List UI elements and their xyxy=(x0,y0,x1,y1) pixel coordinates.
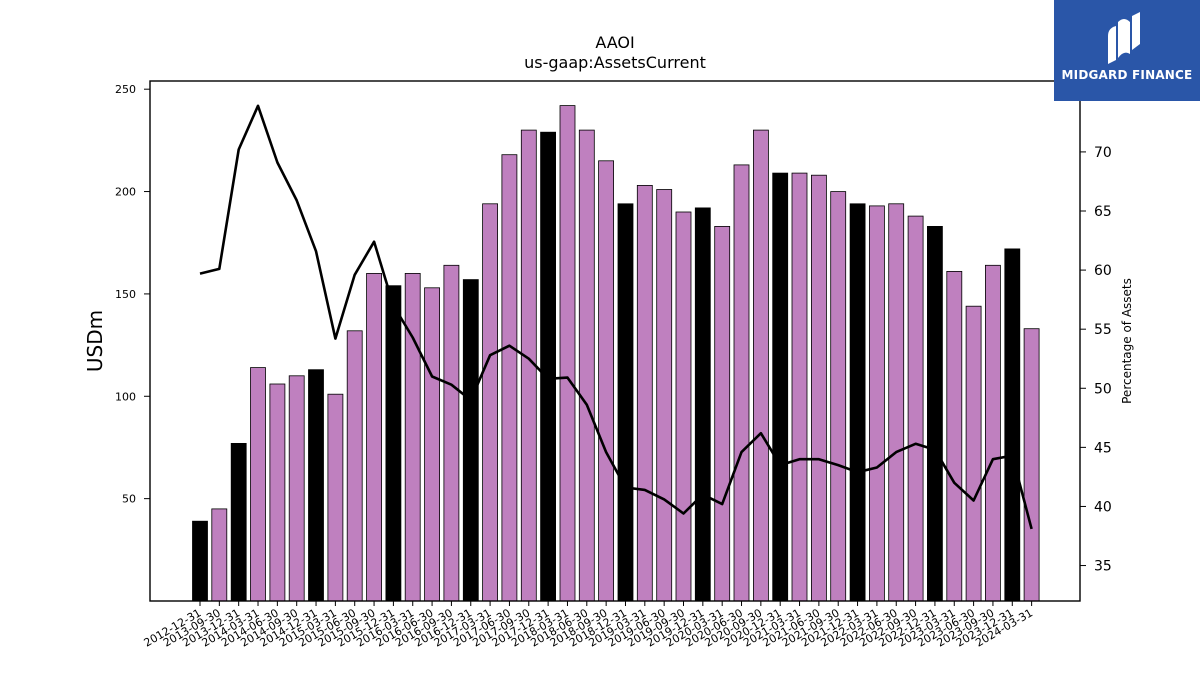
bar xyxy=(772,172,789,602)
brand-logo: MIDGARD FINANCE xyxy=(1054,0,1200,101)
bar xyxy=(849,203,866,602)
bar xyxy=(482,203,499,602)
bar xyxy=(327,393,344,602)
bar xyxy=(288,375,305,602)
x-axis: 2012-12-312013-09-302013-12-312014-03-31… xyxy=(142,601,1035,650)
bar xyxy=(791,172,808,602)
y2-tick-label: 55 xyxy=(1094,322,1112,338)
bar xyxy=(598,160,614,602)
percentage-line xyxy=(199,104,1033,530)
left-axis: 50 100 150 200 250 xyxy=(115,83,150,506)
bar xyxy=(694,207,711,602)
chart-title: AAOI xyxy=(595,33,634,52)
bar xyxy=(753,129,769,602)
bar-layer xyxy=(192,105,1040,602)
y2-tick-label: 40 xyxy=(1094,499,1112,515)
bar xyxy=(578,129,595,602)
bar xyxy=(636,184,653,602)
bar xyxy=(559,105,576,602)
chart-subtitle: us-gaap:AssetsCurrent xyxy=(524,53,706,72)
y-axis-label: USDm xyxy=(83,310,107,372)
midgard-logo-icon xyxy=(1108,12,1140,64)
y2-tick-label: 70 xyxy=(1094,145,1112,161)
bar xyxy=(1023,328,1040,602)
plot-frame xyxy=(149,80,1081,602)
bar xyxy=(733,164,750,602)
bar xyxy=(714,225,731,602)
bar xyxy=(385,285,402,602)
y2-tick-label: 35 xyxy=(1094,559,1112,575)
y-tick-label: 200 xyxy=(115,186,136,199)
bar xyxy=(366,272,383,602)
bar xyxy=(907,215,924,602)
y2-tick-label: 45 xyxy=(1094,440,1112,456)
y-tick-label: 50 xyxy=(122,493,136,506)
bar xyxy=(985,264,1001,602)
bar xyxy=(540,131,556,602)
bar xyxy=(869,205,885,602)
y2-tick-label: 60 xyxy=(1094,263,1112,279)
bar xyxy=(811,174,827,602)
bar xyxy=(675,211,692,602)
y2-axis-label: Percentage of Assets xyxy=(1120,278,1134,404)
brand-name: MIDGARD FINANCE xyxy=(1061,68,1193,82)
bar xyxy=(888,203,905,602)
y-tick-label: 100 xyxy=(115,390,136,403)
bar xyxy=(946,270,963,602)
y-tick-label: 250 xyxy=(115,83,136,96)
bar xyxy=(250,367,266,602)
bar xyxy=(617,203,634,602)
y-tick-label: 150 xyxy=(115,288,136,301)
bar xyxy=(211,508,228,602)
bar xyxy=(404,272,421,602)
bar xyxy=(1004,248,1021,602)
right-axis: 35 40 45 50 55 60 65 70 xyxy=(1080,145,1112,575)
bar xyxy=(443,264,460,602)
bar xyxy=(656,189,673,602)
bar xyxy=(346,330,363,602)
bar xyxy=(830,191,847,602)
bar xyxy=(462,279,479,602)
bar xyxy=(230,442,247,602)
bar xyxy=(501,154,518,602)
bar xyxy=(192,520,208,602)
y2-tick-label: 50 xyxy=(1094,381,1112,397)
bar xyxy=(424,287,441,602)
y2-tick-label: 65 xyxy=(1094,204,1112,220)
bar xyxy=(965,305,982,602)
bar xyxy=(927,225,943,602)
bar xyxy=(269,383,286,602)
bar xyxy=(308,369,324,602)
